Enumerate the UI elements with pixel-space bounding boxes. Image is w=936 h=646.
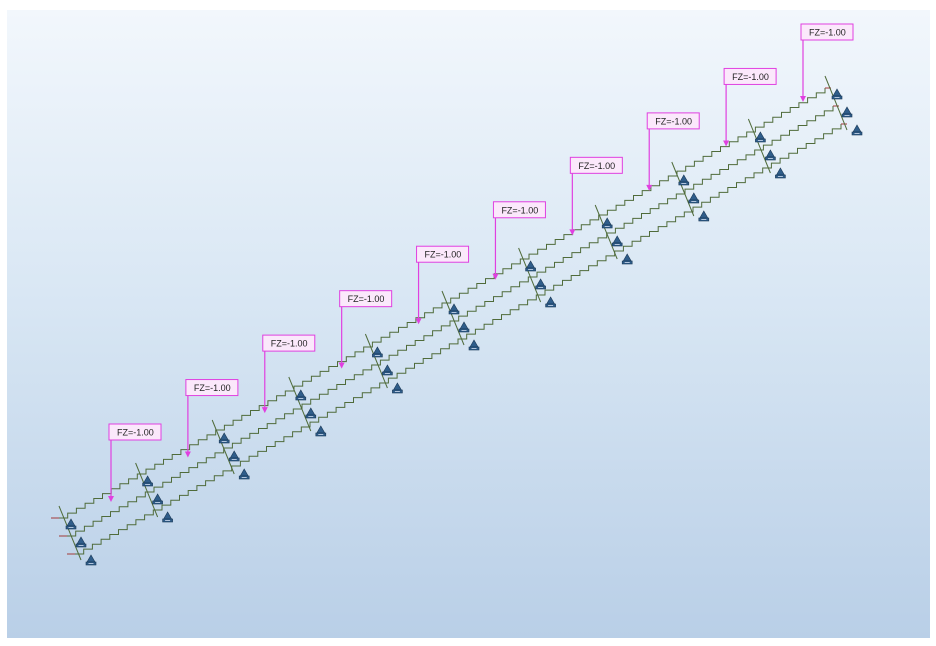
down-arrow-icon [338,362,345,369]
load-fz-3[interactable]: FZ=-1.00 [261,334,316,414]
down-arrow-icon [800,96,806,102]
fixed-support-icon[interactable] [315,425,327,437]
down-arrow-icon [261,407,268,414]
fixed-support-icon[interactable] [162,511,173,523]
cross-member[interactable] [594,204,618,260]
cross-member[interactable] [824,75,848,131]
load-value-label: FZ=-1.00 [809,28,846,38]
stair-stringer-2[interactable] [67,106,834,537]
down-arrow-icon [415,318,422,325]
down-arrow-icon [184,451,191,458]
fixed-support-icon[interactable] [755,131,766,143]
load-fz-2[interactable]: FZ=-1.00 [184,379,239,458]
load-label-box [800,23,854,41]
fixed-support-icon[interactable] [75,536,87,548]
load-fz-5[interactable]: FZ=-1.00 [415,245,470,325]
load-label-box [108,423,162,441]
load-label-box [339,290,393,308]
fixed-support-icon[interactable] [775,167,786,179]
fixed-support-icon[interactable] [218,432,230,444]
cross-member[interactable] [58,505,82,561]
load-annotations: FZ=-1.00 FZ=-1.00 FZ=-1.00 FZ=-1.00 FZ=-1.00… [108,23,854,502]
load-label-box [262,334,316,352]
down-arrow-icon [646,184,653,191]
fixed-support-icon[interactable] [392,382,403,394]
fixed-support-icon[interactable] [305,407,317,419]
load-label-box [569,156,623,174]
fixed-support-icon[interactable] [142,475,153,487]
down-arrow-icon [569,229,576,236]
fixed-support-icon[interactable] [152,493,163,505]
load-value-label: FZ=-1.00 [425,250,462,260]
load-fz-6[interactable]: FZ=-1.00 [492,201,546,280]
fixed-support-icon[interactable] [372,346,383,358]
load-value-label: FZ=-1.00 [501,205,538,215]
cross-member[interactable] [671,161,695,217]
fixed-support-icon[interactable] [698,210,710,222]
fixed-support-icon[interactable] [611,235,623,247]
load-fz-8[interactable]: FZ=-1.00 [646,112,700,191]
fixed-support-icon[interactable] [621,253,633,265]
fixed-support-icon[interactable] [382,364,393,376]
cross-member[interactable] [518,247,542,303]
load-value-label: FZ=-1.00 [271,339,308,349]
fixed-support-icon[interactable] [228,450,240,462]
fixed-support-icon[interactable] [601,217,613,229]
fixed-support-icon[interactable] [841,106,853,118]
fixed-support-icon[interactable] [85,554,97,566]
load-fz-7[interactable]: FZ=-1.00 [569,156,623,236]
load-value-label: FZ=-1.00 [578,161,615,171]
load-label-box [492,201,546,219]
fixed-support-icon[interactable] [458,321,470,333]
fixed-support-icon[interactable] [545,296,556,308]
down-arrow-icon [723,140,730,147]
supports [65,88,863,566]
fixed-support-icon[interactable] [295,389,307,401]
fixed-support-icon[interactable] [448,303,460,315]
load-label-box [723,67,777,85]
load-fz-4[interactable]: FZ=-1.00 [338,290,393,369]
load-label-box [416,245,470,263]
cross-member[interactable] [747,118,771,174]
fixed-support-icon[interactable] [851,124,863,136]
load-label-box [185,379,239,397]
fixed-support-icon[interactable] [525,260,536,272]
fixed-support-icon[interactable] [678,174,690,186]
cross-member[interactable] [364,333,388,389]
3d-model-viewport[interactable]: FZ=-1.00 FZ=-1.00 FZ=-1.00 FZ=-1.00 FZ=-1.00… [7,10,930,638]
stair-structure-model[interactable]: FZ=-1.00 FZ=-1.00 FZ=-1.00 FZ=-1.00 FZ=-1.00… [7,10,930,638]
fixed-support-icon[interactable] [765,149,776,161]
load-fz-10[interactable]: FZ=-1.00 [800,23,854,102]
cross-member[interactable] [441,290,465,346]
fixed-support-icon[interactable] [535,278,546,290]
cross-member[interactable] [135,462,159,518]
load-value-label: FZ=-1.00 [348,294,385,304]
fixed-support-icon[interactable] [238,468,250,480]
load-fz-9[interactable]: FZ=-1.00 [723,67,777,147]
load-value-label: FZ=-1.00 [732,72,769,82]
load-value-label: FZ=-1.00 [194,383,231,393]
load-value-label: FZ=-1.00 [117,428,154,438]
fixed-support-icon[interactable] [831,88,843,100]
fixed-support-icon[interactable] [468,339,480,351]
stair-stringer-1[interactable] [59,88,826,519]
stair-members [51,75,848,561]
fixed-support-icon[interactable] [688,192,700,204]
load-value-label: FZ=-1.00 [655,116,692,126]
down-arrow-icon [108,496,114,502]
load-label-box [646,112,700,130]
down-arrow-icon [492,273,499,280]
cross-member[interactable] [211,419,235,475]
stair-stringer-3[interactable] [75,124,842,555]
cross-member[interactable] [288,376,312,432]
load-fz-1[interactable]: FZ=-1.00 [108,423,162,502]
fixed-support-icon[interactable] [65,518,77,530]
